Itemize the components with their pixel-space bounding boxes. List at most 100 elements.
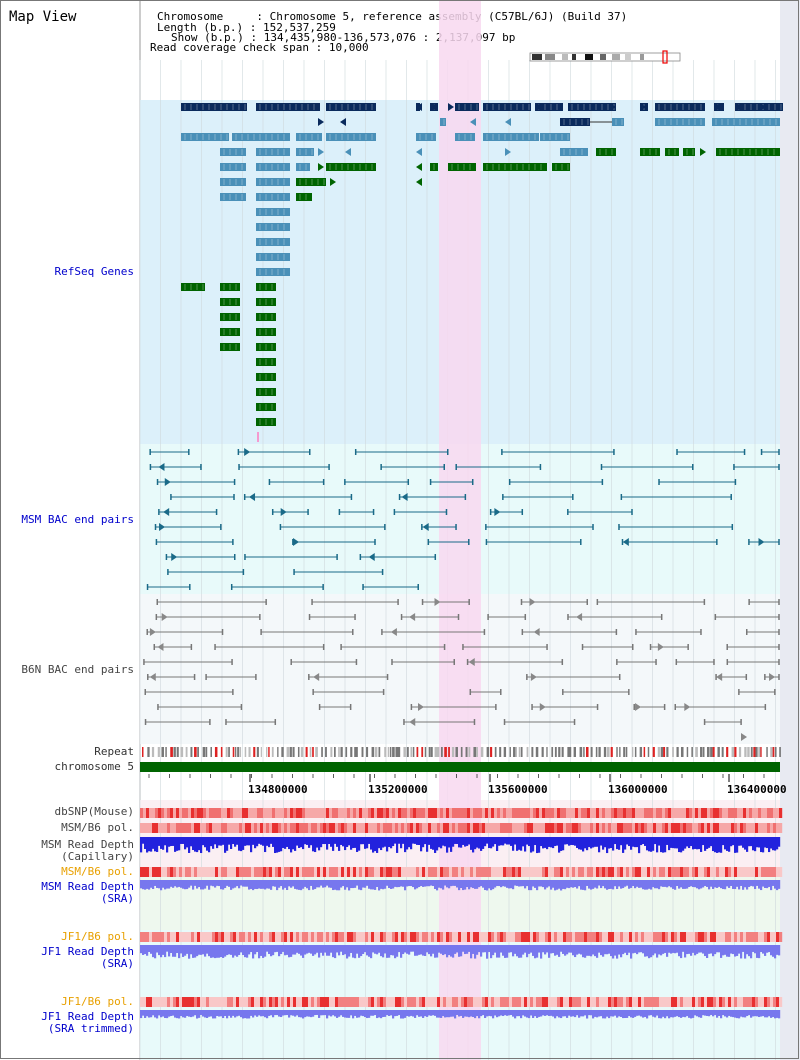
jf1-depth-sra-bar [748, 945, 751, 957]
gene-arrow [163, 508, 170, 516]
msm-depth-sra-bar [464, 880, 467, 890]
jf1-depth-trimmed-bar [688, 1010, 691, 1018]
dbsnp-band [599, 808, 603, 818]
msm-b6-pol-band [461, 867, 465, 877]
msm-depth-capillary-bar [176, 837, 179, 851]
jf1-b6-pol-band [329, 932, 333, 942]
jf1-depth-sra-bar [712, 945, 715, 957]
msm-depth-capillary-bar [658, 837, 661, 846]
msm-depth-capillary-bar [692, 837, 695, 850]
msm-depth-capillary-bar [426, 837, 429, 852]
jf1-b6-pol-band [200, 997, 204, 1007]
msm-b6-pol-band [764, 867, 768, 877]
jf1-depth-trimmed-bar [662, 1010, 665, 1017]
jf1-b6-pol-band [317, 932, 321, 942]
jf1-depth-trimmed-bar [204, 1010, 207, 1018]
jf1-depth-sra-bar [506, 945, 509, 958]
repeat-element [205, 747, 208, 757]
msm-b6-pol-band [179, 823, 183, 833]
jf1-b6-pol-band [779, 932, 783, 942]
jf1-b6-pol-band [641, 997, 645, 1007]
msm-depth-sra-bar [558, 880, 561, 889]
msm-b6-pol-band [245, 823, 249, 833]
repeat-element [666, 747, 669, 757]
gene-arrow [700, 148, 706, 156]
msm-b6-pol-band [416, 823, 420, 833]
dbsnp-band [488, 808, 492, 818]
jf1-depth-sra-bar [680, 945, 683, 959]
jf1-depth-trimmed-bar [338, 1010, 341, 1017]
jf1-b6-pol-band [566, 997, 570, 1007]
msm-depth-sra-bar [688, 880, 691, 888]
msm-depth-sra-bar [142, 880, 145, 890]
jf1-depth-trimmed-bar [496, 1010, 499, 1018]
jf1-b6-pol-band [485, 997, 489, 1007]
msm-depth-capillary-bar [204, 837, 207, 848]
repeat-element [515, 747, 517, 757]
msm-depth-capillary-bar [602, 837, 605, 850]
dbsnp-band [359, 808, 363, 818]
msm-depth-capillary-bar [732, 837, 735, 846]
msm-b6-pol-band [329, 867, 333, 877]
dbsnp-band [281, 808, 285, 818]
jf1-b6-pol-band [554, 932, 558, 942]
jf1-depth-trimmed-bar [764, 1010, 767, 1018]
dbsnp-band [662, 808, 666, 818]
jf1-b6-pol-band [593, 997, 597, 1007]
jf1-b6-pol-band [716, 997, 720, 1007]
jf1-b6-pol-band [182, 997, 186, 1007]
msm-b6-pol-band [500, 823, 504, 833]
jf1-depth-sra-bar [242, 945, 245, 956]
jf1-b6-pol-band [146, 997, 150, 1007]
jf1-depth-sra-bar [452, 945, 455, 958]
jf1-depth-trimmed-bar [728, 1010, 731, 1016]
msm-depth-sra-bar [654, 880, 657, 889]
jf1-depth-trimmed-bar [622, 1010, 625, 1019]
msm-depth-sra-bar [738, 880, 741, 890]
msm-depth-sra-bar [748, 880, 751, 887]
jf1-depth-sra-bar [458, 945, 461, 957]
jf1-depth-trimmed-bar [234, 1010, 237, 1018]
jf1-depth-sra-bar [516, 945, 519, 957]
msm-depth-sra-bar [268, 880, 271, 889]
jf1-depth-sra-bar [502, 945, 505, 956]
repeat-element [421, 747, 424, 757]
msm-depth-capillary-bar [282, 837, 285, 848]
jf1-b6-pol-band [218, 997, 222, 1007]
msm-depth-capillary-bar [752, 837, 755, 851]
msm-b6-pol-band [710, 867, 714, 877]
gene-block [683, 148, 695, 156]
jf1-b6-pol-band [239, 997, 243, 1007]
msm-depth-capillary-bar [246, 837, 249, 846]
jf1-depth-trimmed-bar [510, 1010, 513, 1016]
msm-b6-pol-band [494, 867, 498, 877]
msm-depth-sra-bar [590, 880, 593, 890]
jf1-depth-sra-bar [314, 945, 317, 955]
jf1-b6-pol-band [329, 997, 333, 1007]
msm-b6-pol-band [701, 823, 705, 833]
msm-b6-pol-band [287, 823, 291, 833]
msm-depth-capillary-bar [532, 837, 535, 852]
jf1-depth-sra-bar [484, 945, 487, 953]
jf1-depth-trimmed-bar [532, 1010, 535, 1018]
msm-depth-sra-bar [336, 880, 339, 891]
jf1-depth-sra-bar [208, 945, 211, 957]
msm-depth-capillary-bar [292, 837, 295, 850]
msm-depth-capillary-bar [262, 837, 265, 846]
label-msm-depth-sra: MSM Read Depth [41, 880, 134, 893]
msm-depth-sra-bar [386, 880, 389, 886]
dbsnp-band [539, 808, 543, 818]
jf1-depth-trimmed-bar [144, 1010, 147, 1018]
msm-depth-capillary-bar [144, 837, 147, 849]
msm-depth-sra-bar [262, 880, 265, 889]
msm-depth-capillary-bar [232, 837, 235, 845]
jf1-b6-pol-band [671, 997, 675, 1007]
msm-depth-sra-bar [366, 880, 369, 886]
jf1-depth-trimmed-bar [386, 1010, 389, 1016]
dbsnp-band [248, 808, 252, 818]
jf1-depth-trimmed-bar [648, 1010, 651, 1016]
repeat-element [371, 747, 375, 757]
msm-depth-sra-bar [702, 880, 705, 888]
jf1-b6-pol-band [287, 932, 291, 942]
